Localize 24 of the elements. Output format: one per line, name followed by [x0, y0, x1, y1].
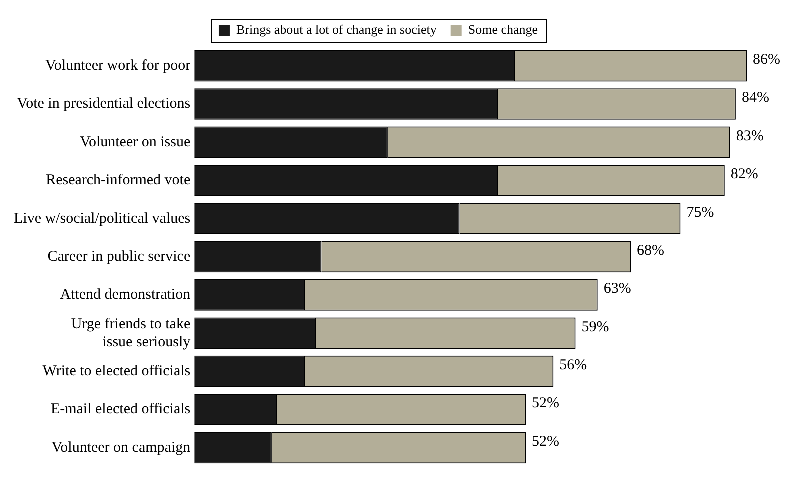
annotation: 59%	[582, 319, 610, 336]
annotation: 84%	[742, 90, 770, 106]
y-tick-label: Career in public service	[48, 248, 191, 265]
y-tick-label: Research-informed vote	[46, 172, 191, 189]
y-tick-label: Urge friends to take issue seriously	[71, 316, 192, 350]
y-tick-label: Write to elected officials	[42, 363, 191, 380]
annotation: 52%	[532, 434, 560, 450]
annotation: 56%	[560, 357, 588, 374]
y-tick-label: Attend demonstration	[60, 287, 192, 304]
annotation: 83%	[736, 128, 764, 144]
annotation: 75%	[686, 204, 714, 221]
annotation: 63%	[604, 281, 632, 298]
legend-label: Some change	[468, 22, 538, 37]
annotation: 82%	[730, 166, 758, 183]
y-tick-label: Volunteer on campaign	[52, 440, 192, 456]
y-tick-label: Live w/social/political values	[14, 210, 191, 227]
annotation: 86%	[753, 52, 780, 68]
annotation: 68%	[637, 242, 664, 259]
y-tick-label: Volunteer on issue	[80, 134, 191, 150]
legend-label: Brings about a lot of change in society	[236, 22, 438, 37]
annotation: 52%	[532, 396, 560, 412]
y-tick-label: Volunteer work for poor	[46, 58, 191, 74]
y-tick-label: E-mail elected officials	[50, 402, 191, 418]
y-tick-label: Vote in presidential elections	[17, 96, 191, 112]
